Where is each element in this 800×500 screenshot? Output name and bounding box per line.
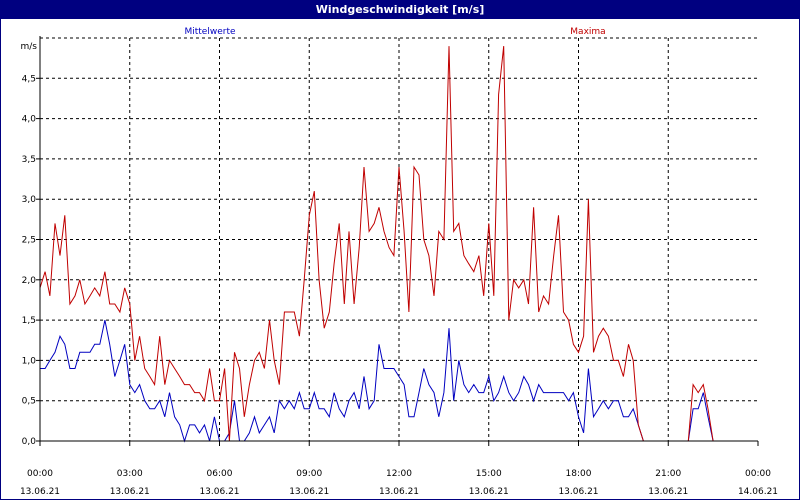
series-line-maxima xyxy=(39,46,758,442)
x-tick-time: 03:00 xyxy=(117,469,143,479)
y-axis-unit: m/s xyxy=(21,42,38,52)
x-tick-date: 13.06.21 xyxy=(110,487,150,497)
x-tick-date: 13.06.21 xyxy=(20,487,60,497)
x-tick-date: 13.06.21 xyxy=(469,487,509,497)
x-tick-date: 13.06.21 xyxy=(558,487,598,497)
x-tick-date: 13.06.21 xyxy=(379,487,419,497)
x-tick-time: 18:00 xyxy=(566,469,592,479)
y-tick-label: 1,5 xyxy=(22,316,36,326)
x-tick-date: 14.06.21 xyxy=(738,487,778,497)
x-tick-date: 13.06.21 xyxy=(289,487,329,497)
y-tick-label: 3,0 xyxy=(22,195,37,205)
y-tick-label: 2,0 xyxy=(22,276,37,286)
x-tick-time: 00:00 xyxy=(27,469,53,479)
x-tick-time: 12:00 xyxy=(386,469,412,479)
y-tick-label: 0,5 xyxy=(22,397,36,407)
x-tick-date: 13.06.21 xyxy=(199,487,239,497)
legend-mittelwerte: Mittelwerte xyxy=(184,27,235,37)
y-tick-label: 2,5 xyxy=(22,236,36,246)
x-tick-time: 21:00 xyxy=(655,469,681,479)
y-tick-label: 4,0 xyxy=(22,115,37,125)
x-tick-time: 00:00 xyxy=(745,469,771,479)
chart-title: Windgeschwindigkeit [m/s] xyxy=(1,1,799,19)
y-tick-label: 3,5 xyxy=(22,155,36,165)
y-tick-label: 0,0 xyxy=(22,437,37,447)
y-tick-label: 4,5 xyxy=(22,74,36,84)
x-tick-time: 09:00 xyxy=(296,469,322,479)
x-tick-time: 15:00 xyxy=(476,469,502,479)
y-tick-label: 1,0 xyxy=(22,356,37,366)
legend-maxima: Maxima xyxy=(570,27,605,37)
series-line-mittelwerte xyxy=(40,319,758,443)
x-tick-time: 06:00 xyxy=(207,469,233,479)
x-tick-date: 13.06.21 xyxy=(648,487,688,497)
